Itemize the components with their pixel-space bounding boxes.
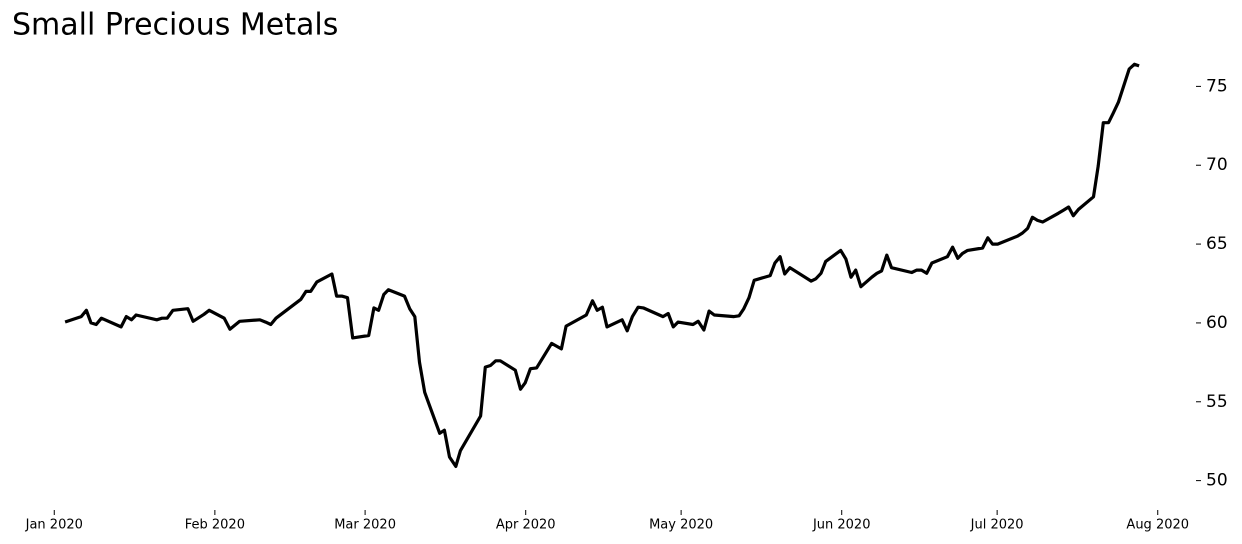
x-tick-label: Jul 2020 [970, 518, 1024, 533]
y-tick-label: 70 [1206, 155, 1228, 175]
x-tick-label: Jun 2020 [812, 518, 871, 533]
x-tick-label: Feb 2020 [185, 518, 245, 533]
y-tick-label: 60 [1206, 313, 1228, 333]
x-tick-label: May 2020 [649, 518, 713, 533]
y-tick-label: 55 [1206, 392, 1228, 412]
line [64, 62, 1140, 468]
x-tick-label: Apr 2020 [496, 518, 556, 533]
y-tick-label: 75 [1206, 76, 1228, 96]
x-tick-label: Jan 2020 [25, 518, 83, 533]
y-tick-label: 65 [1206, 234, 1228, 254]
y-tick-label: 50 [1206, 471, 1228, 491]
x-tick-label: Mar 2020 [334, 518, 396, 533]
x-tick-label: Aug 2020 [1126, 518, 1189, 533]
chart-title: Small Precious Metals [12, 8, 338, 43]
